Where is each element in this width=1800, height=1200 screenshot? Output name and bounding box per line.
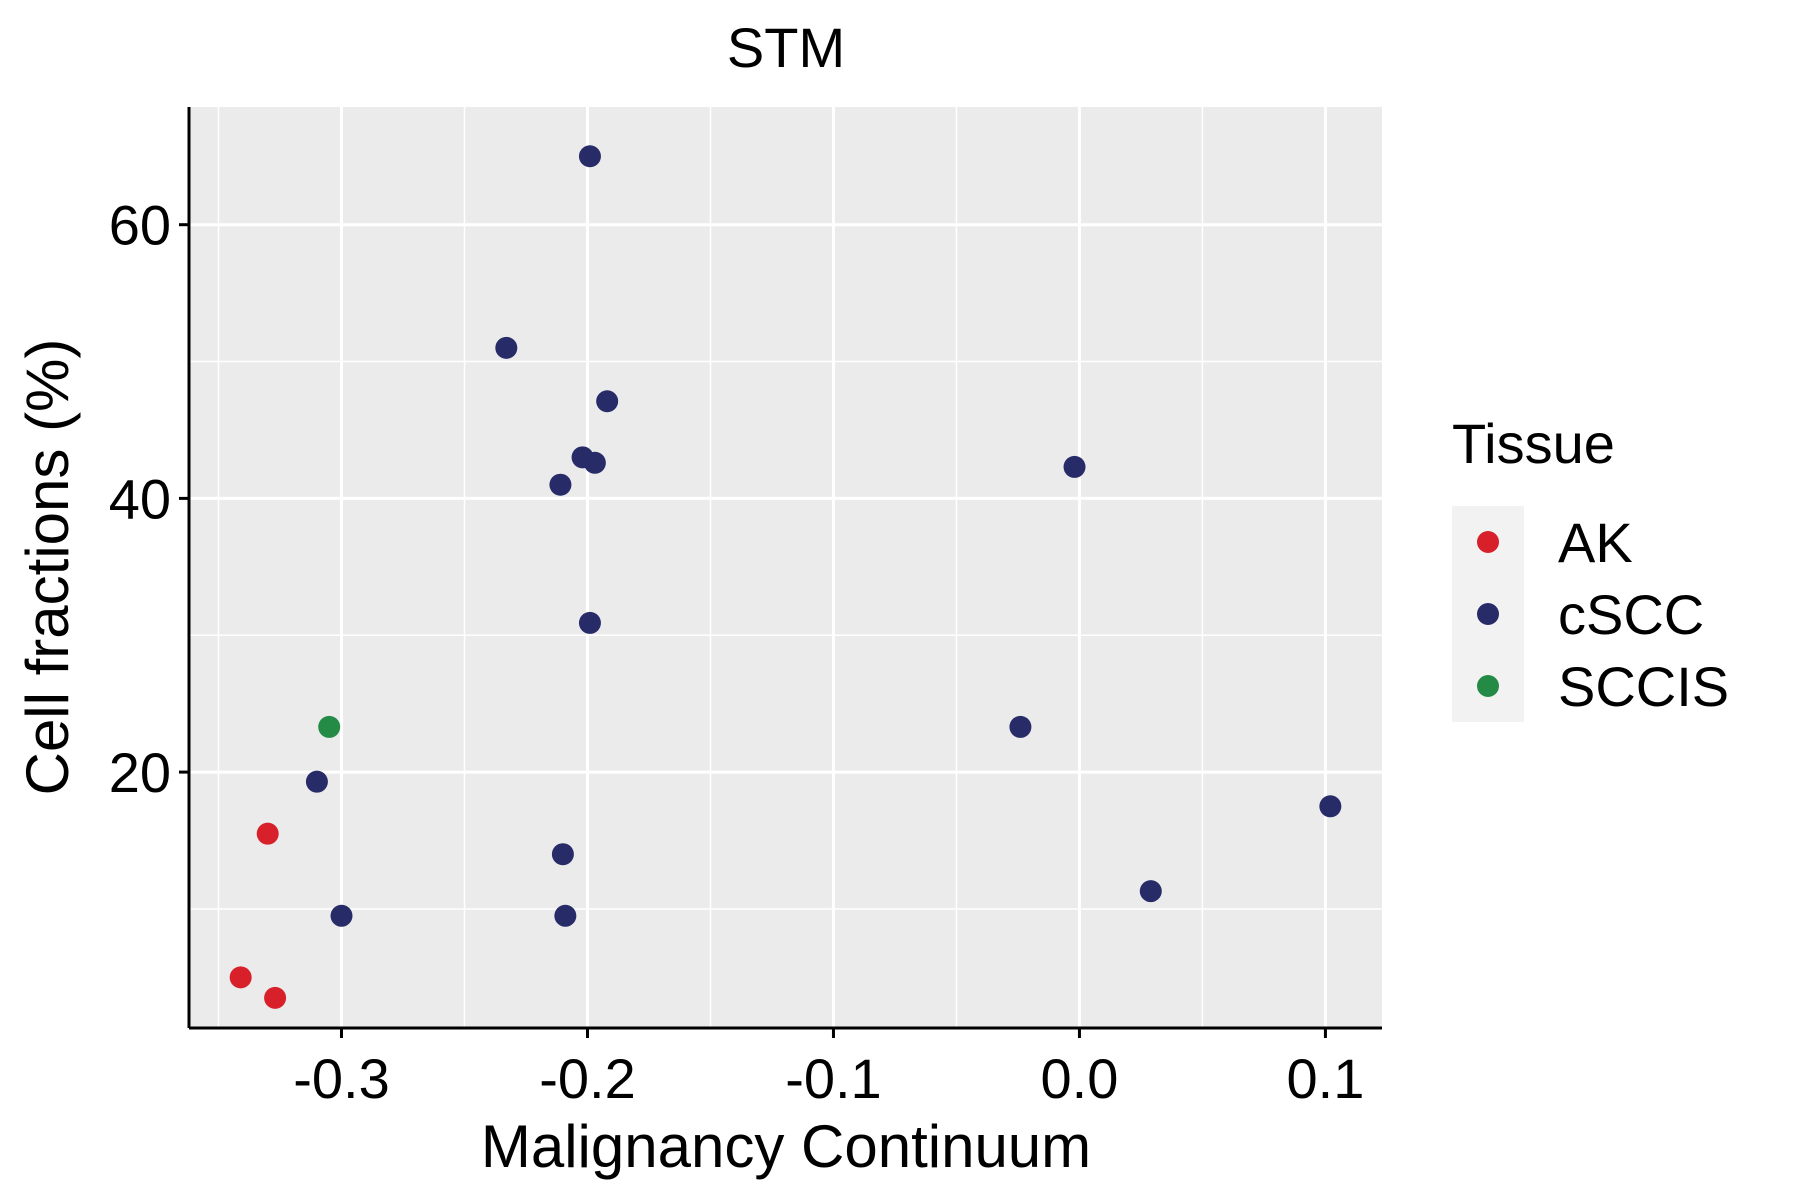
chart-title: STM	[727, 16, 845, 79]
y-axis-ticks: 20 40 60	[109, 194, 189, 804]
point-cscc	[1319, 795, 1342, 818]
legend-key-sccis	[1477, 675, 1499, 697]
point-cscc	[583, 451, 606, 474]
y-tick-label: 40	[109, 467, 171, 530]
x-tick-label: -0.1	[785, 1047, 882, 1110]
x-tick-label: -0.2	[539, 1047, 636, 1110]
y-axis-label: Cell fractions (%)	[14, 339, 81, 796]
legend-label-ak: AK	[1558, 511, 1633, 574]
x-axis-label: Malignancy Continuum	[481, 1113, 1091, 1180]
plot-panel	[189, 107, 1382, 1028]
point-cscc	[549, 473, 572, 496]
x-tick-label: 0.0	[1041, 1047, 1119, 1110]
legend-entries: AK cSCC SCCIS	[1477, 511, 1729, 718]
legend-title: Tissue	[1452, 412, 1615, 475]
point-cscc	[495, 336, 518, 359]
y-tick-label: 20	[109, 741, 171, 804]
point-cscc	[1009, 715, 1032, 738]
point-cscc	[596, 390, 619, 413]
legend-label-sccis: SCCIS	[1558, 655, 1729, 718]
legend-key-cscc	[1477, 603, 1499, 625]
legend-key-ak	[1477, 531, 1499, 553]
x-tick-label: -0.3	[293, 1047, 390, 1110]
legend: Tissue AK cSCC SCCIS	[1452, 412, 1729, 722]
point-cscc	[305, 770, 328, 793]
point-cscc	[330, 904, 353, 927]
minor-gridlines	[189, 107, 1382, 1028]
point-cscc	[551, 843, 574, 866]
legend-label-cscc: cSCC	[1558, 583, 1704, 646]
point-sccis	[318, 715, 341, 738]
point-cscc	[554, 904, 577, 927]
point-cscc	[578, 145, 601, 168]
x-tick-label: 0.1	[1286, 1047, 1364, 1110]
point-ak	[256, 822, 279, 845]
point-cscc	[1139, 880, 1162, 903]
point-ak	[264, 986, 287, 1009]
point-cscc	[1063, 455, 1086, 478]
point-cscc	[578, 611, 601, 634]
point-ak	[229, 966, 252, 989]
x-axis-ticks: -0.3 -0.2 -0.1 0.0 0.1	[293, 1028, 1364, 1110]
y-tick-label: 60	[109, 194, 171, 257]
data-points	[229, 145, 1342, 1009]
major-gridlines	[189, 107, 1382, 1028]
